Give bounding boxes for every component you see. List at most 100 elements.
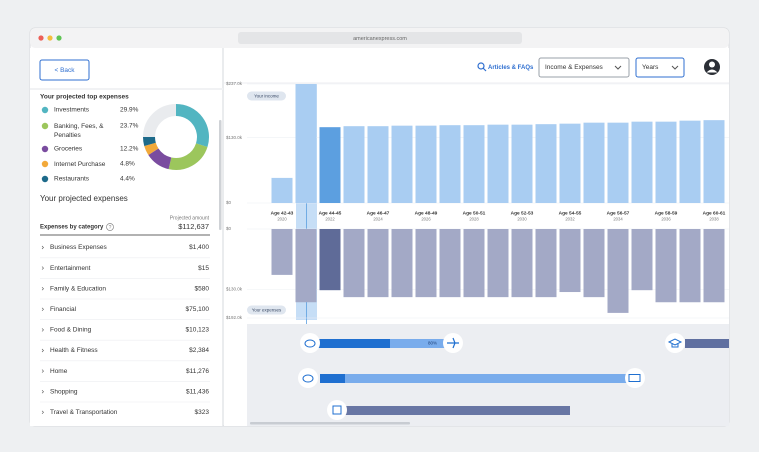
legend-name-line: Banking, Fees, &: [54, 123, 104, 130]
amount-label: Projected amount: [170, 215, 210, 221]
category-name[interactable]: Health & Fitness: [50, 347, 98, 354]
goal-progress: 80%: [428, 341, 437, 346]
category-amount: $11,276: [186, 368, 209, 375]
minimize-dot[interactable]: [47, 35, 53, 41]
view-dropdown[interactable]: [538, 57, 630, 78]
income-bar: [391, 125, 413, 203]
legend-name: Banking, Fees, & Penalties: [54, 123, 104, 139]
income-bar: [535, 124, 557, 203]
age-label: Age 44-45: [319, 210, 342, 216]
age-label: Age 56-57: [607, 210, 630, 216]
category-amount: $580: [195, 285, 210, 292]
category-amount: $1,400: [189, 244, 209, 251]
income-bar: [607, 122, 629, 203]
legend-percent: 23.7%: [120, 123, 139, 130]
donut-segment: [168, 142, 208, 170]
legend-name: Investments: [54, 107, 90, 114]
piggy-glyph: [302, 374, 314, 383]
category-name[interactable]: Home: [50, 368, 68, 375]
y-tick-label: $0: [226, 226, 232, 231]
money-icon[interactable]: [625, 368, 645, 388]
age-label: Age 54-55: [559, 210, 582, 216]
education-icon[interactable]: [665, 333, 685, 353]
expense-bar: [511, 229, 533, 298]
top-expenses-title: Your projected top expenses: [40, 94, 129, 101]
legend-percent: 12.2%: [120, 146, 139, 153]
expense-bar: [679, 229, 701, 303]
category-amount: $11,436: [186, 388, 209, 395]
row-chevron: [41, 410, 44, 415]
income-bar: [655, 121, 677, 203]
back-label: < Back: [54, 67, 75, 74]
category-name[interactable]: Business Expenses: [50, 244, 107, 251]
h-scrollbar[interactable]: [250, 422, 410, 425]
income-bar: [295, 84, 317, 203]
age-label: Age 48-49: [415, 210, 438, 216]
avatar-head: [709, 61, 715, 68]
y-tick-label: $192.0k: [226, 315, 243, 320]
row-chevron: [41, 348, 44, 353]
by-category: Expenses by category: [40, 225, 104, 231]
expense-bar: [319, 229, 341, 291]
category-amount: $323: [195, 409, 210, 416]
goal-bar-progress: [318, 339, 390, 348]
row-chevron: [41, 266, 44, 270]
category-name[interactable]: Travel & Transportation: [50, 409, 118, 416]
help-icon[interactable]: [106, 223, 114, 231]
expense-bar: [535, 229, 557, 298]
period-dropdown[interactable]: [635, 57, 685, 78]
category-name[interactable]: Financial: [50, 306, 77, 313]
help-glyph: ?: [109, 225, 112, 231]
row-chevron: [41, 245, 44, 250]
maximize-dot[interactable]: [56, 35, 62, 41]
year-label: 2034: [613, 217, 623, 222]
legend-name: Restaurants: [54, 176, 90, 183]
expense-bar: [463, 229, 485, 298]
expense-bar: [415, 229, 437, 298]
close-dot[interactable]: [38, 35, 44, 41]
piggy-glyph: [304, 339, 316, 348]
expense-bar: [391, 229, 413, 298]
expense-bar: [655, 229, 677, 303]
sidebar-scrollbar[interactable]: [219, 120, 222, 230]
income-bar: [367, 126, 389, 203]
category-amount: $15: [198, 265, 209, 272]
year-label: 2028: [469, 217, 479, 222]
income-bar: [703, 120, 725, 203]
money-glyph: [628, 374, 641, 382]
piggy-icon[interactable]: [300, 333, 320, 353]
category-name[interactable]: Entertainment: [50, 265, 91, 272]
category-name[interactable]: Food & Dining: [50, 327, 92, 334]
category-name[interactable]: Family & Education: [50, 285, 106, 292]
income-bar: [679, 120, 701, 203]
legend-percent: 29.9%: [120, 107, 139, 114]
goal-bar-remaining: [345, 374, 627, 383]
donut-segment: [143, 136, 156, 147]
piggy-icon[interactable]: [298, 368, 318, 388]
expense-bar: [439, 229, 461, 298]
goal-bar: [685, 339, 729, 348]
category-name[interactable]: Shopping: [50, 388, 78, 395]
year-label: 2030: [517, 217, 527, 222]
legend-name: Internet Purchase: [54, 161, 106, 168]
deposit-icon[interactable]: [327, 400, 347, 420]
income-bar: [463, 125, 485, 203]
y-tick-label: $130.0k: [226, 135, 243, 140]
url-bar[interactable]: [238, 32, 522, 44]
age-label: Age 60-61: [703, 210, 726, 216]
income-bar: [631, 121, 653, 203]
row-chevron: [41, 307, 44, 312]
category-amount: $2,384: [189, 347, 209, 354]
age-label: Age 50-51: [463, 210, 486, 216]
income-bar: [319, 127, 341, 203]
y-tick-label: $130.0k: [226, 286, 243, 291]
income-bar: [487, 124, 509, 203]
back-button[interactable]: [39, 59, 90, 81]
age-label: Age 42-43: [271, 210, 294, 216]
articles-link[interactable]: Articles & FAQs: [488, 65, 534, 71]
donut-segment: [175, 104, 209, 147]
y-tick-label: $0: [226, 200, 232, 205]
income-bar: [511, 124, 533, 203]
legend-name: Groceries: [54, 146, 83, 153]
